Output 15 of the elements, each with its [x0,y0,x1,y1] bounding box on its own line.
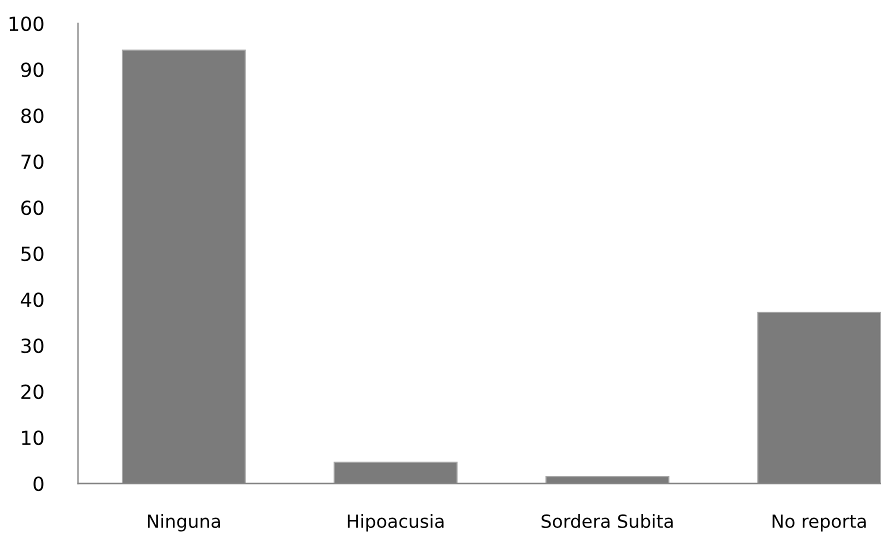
y-tick-label: 70 [22,154,44,170]
y-tick-label: 0 [34,476,44,492]
x-tick-label: Hipoacusia [348,514,444,532]
x-tick-label: Ninguna [148,514,220,532]
x-tick-label: No reporta [772,514,866,532]
y-tick-label: 50 [21,246,44,262]
y-tick-label: 100 [10,16,44,32]
y-tick-label: 10 [22,430,44,446]
x-tick-label: Sordera Subita [542,514,673,528]
y-tick-label: 30 [21,338,44,354]
y-tick-label: 60 [21,200,44,216]
y-tick-label: 80 [21,108,44,124]
y-tick-label: 40 [20,292,44,308]
y-tick-label: 20 [21,384,44,400]
y-tick-label: 90 [21,62,44,78]
